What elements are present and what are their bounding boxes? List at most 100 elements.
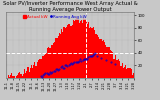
Bar [24,69,25,78]
Bar [69,24,70,78]
Bar [54,42,55,78]
Bar [53,43,54,78]
Bar [39,59,40,78]
Bar [52,45,53,78]
Bar [65,28,66,78]
Bar [119,61,120,78]
Bar [118,59,119,78]
Bar [60,34,61,78]
Bar [11,73,12,78]
Bar [8,75,9,78]
Bar [100,39,101,78]
Bar [67,25,68,78]
Bar [131,70,132,78]
Bar [37,62,38,78]
Bar [110,50,111,78]
Bar [113,59,115,78]
Bar [106,47,108,78]
Bar [62,32,63,78]
Bar [17,75,18,78]
Bar [41,59,42,78]
Bar [82,22,83,78]
Bar [115,55,116,78]
Bar [124,67,125,78]
Bar [120,66,122,78]
Bar [96,34,97,78]
Bar [132,75,133,78]
Bar [70,26,72,78]
Bar [20,74,22,78]
Bar [32,68,33,78]
Bar [59,33,60,78]
Bar [48,47,49,78]
Bar [104,42,105,78]
Bar [68,24,69,78]
Bar [44,55,45,78]
Bar [22,76,23,78]
Bar [28,72,30,78]
Bar [123,68,124,78]
Bar [116,60,117,78]
Bar [46,52,47,78]
Bar [89,28,90,78]
Bar [112,52,113,78]
Bar [129,68,130,78]
Bar [63,27,65,78]
Bar [36,66,37,78]
Bar [101,39,102,78]
Bar [31,65,32,78]
Bar [9,77,10,78]
Bar [105,45,106,78]
Bar [33,65,34,78]
Bar [80,22,81,78]
Bar [34,62,36,78]
Bar [30,68,31,78]
Bar [111,51,112,78]
Bar [81,20,82,78]
Bar [125,65,126,78]
Title: Solar PV/Inverter Performance West Array Actual & Running Average Power Output: Solar PV/Inverter Performance West Array… [3,1,138,12]
Bar [83,18,84,78]
Bar [75,19,76,78]
Bar [90,28,91,78]
Bar [56,38,58,78]
Bar [88,22,89,78]
Bar [84,19,86,78]
Bar [76,18,77,78]
Bar [87,24,88,78]
Bar [38,60,39,78]
Bar [130,68,131,78]
Bar [40,59,41,78]
Bar [108,47,109,78]
Bar [97,35,98,78]
Bar [127,68,129,78]
Bar [94,30,95,78]
Bar [77,19,79,78]
Legend: Actual kW, Running Avg kW: Actual kW, Running Avg kW [22,14,88,20]
Bar [79,23,80,78]
Bar [55,38,56,78]
Bar [74,21,75,78]
Bar [10,75,11,78]
Bar [92,27,94,78]
Bar [95,34,96,78]
Bar [117,60,118,78]
Bar [73,20,74,78]
Bar [86,20,87,78]
Bar [18,73,19,78]
Bar [25,73,26,78]
Bar [126,69,127,78]
Bar [47,48,48,78]
Bar [12,76,13,78]
Bar [23,74,24,78]
Bar [61,29,62,78]
Bar [72,25,73,78]
Bar [109,47,110,78]
Bar [122,63,123,78]
Bar [51,45,52,78]
Bar [16,76,17,78]
Bar [26,71,27,78]
Bar [13,76,15,78]
Bar [91,28,92,78]
Bar [45,53,46,78]
